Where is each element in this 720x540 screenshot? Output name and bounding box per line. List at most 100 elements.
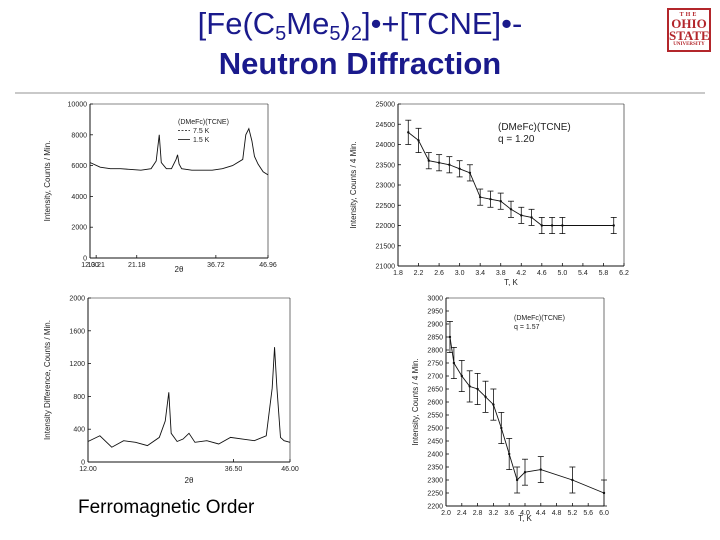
x-tick-label: 21.18	[128, 262, 146, 269]
y-tick-label: 2250	[427, 491, 443, 498]
x-tick-label: 5.6	[583, 510, 593, 517]
title-line-2: Neutron Diffraction	[218, 46, 502, 81]
y-tick-label: 21500	[376, 243, 396, 250]
title-part-1: [Fe(C	[197, 6, 276, 41]
x-tick-label: 4.8	[552, 510, 562, 517]
x-tick-label: 3.0	[455, 270, 465, 277]
data-point	[509, 208, 513, 211]
y-tick-label: 24500	[376, 122, 396, 129]
y-tick-label: 2000	[69, 296, 85, 303]
data-point	[437, 161, 441, 164]
legend-title: (DMeFc)(TCNE)	[514, 315, 565, 322]
x-tick-label: 4.6	[537, 270, 547, 277]
caption-text: Ferromagnetic Order	[78, 497, 255, 518]
x-tick-label: 36.72	[207, 262, 225, 269]
y-tick-label: 2000	[71, 225, 87, 232]
x-tick-label: 3.6	[504, 510, 514, 517]
data-point	[484, 395, 487, 398]
y-tick-label: 22000	[376, 223, 396, 230]
data-point	[417, 139, 420, 142]
y-tick-label: 6000	[71, 163, 87, 170]
x-tick-label: 5.4	[578, 270, 588, 277]
data-point	[468, 385, 471, 388]
data-point	[448, 163, 451, 166]
x-tick-label: 4.2	[516, 270, 526, 277]
x-tick-label: 3.8	[496, 270, 506, 277]
x-tick-label: 2.2	[414, 270, 424, 277]
data-point	[561, 224, 564, 227]
x-tick-label: 5.2	[568, 510, 578, 517]
y-tick-label: 2650	[427, 387, 443, 394]
y-axis-label: Intensity, Counts / 4 Min.	[411, 358, 420, 445]
series-line	[87, 347, 291, 448]
data-point	[476, 387, 479, 391]
y-tick-label: 2750	[427, 361, 443, 368]
data-point	[499, 200, 502, 203]
y-tick-label: 1200	[69, 361, 85, 368]
x-tick-label: 3.2	[489, 510, 499, 517]
data-point	[520, 214, 523, 217]
y-axis-label: Intensity Difference, Counts / Min.	[43, 320, 52, 440]
y-tick-label: 2200	[427, 504, 443, 511]
x-axis-label: T, K	[518, 514, 532, 523]
data-point	[407, 131, 410, 134]
title-sub-3: 2	[350, 23, 362, 45]
data-point	[468, 171, 472, 175]
x-axis-label: T, K	[504, 278, 518, 287]
y-tick-label: 21000	[376, 264, 396, 271]
x-axis-label: 2θ	[185, 476, 194, 485]
data-point	[539, 468, 542, 471]
title-sub-1: 5	[275, 23, 287, 45]
y-tick-label: 23500	[376, 162, 396, 169]
data-point	[460, 374, 463, 378]
data-point	[612, 224, 615, 227]
logo-line-4: UNIVERSITY	[673, 42, 705, 47]
x-tick-label: 4.4	[536, 510, 546, 517]
x-tick-label: 13.21	[87, 262, 105, 269]
x-tick-label: 6.0	[599, 510, 609, 517]
y-tick-label: 2950	[427, 309, 443, 316]
title-part-4: ]•+[TCNE]•-	[361, 6, 523, 41]
series-line	[449, 336, 605, 494]
logo-line-3: STATE	[669, 28, 710, 43]
page-title: [Fe(C5Me5)2]•+[TCNE]•- Neutron Diffracti…	[0, 4, 720, 84]
data-point	[523, 471, 527, 474]
y-tick-label: 2300	[427, 478, 443, 485]
university-logo: THE OHIO STATE UNIVERSITY	[667, 8, 711, 52]
y-tick-label: 0	[83, 256, 87, 263]
x-tick-label: 12.00	[81, 262, 99, 269]
x-tick-label: 4.0	[520, 510, 530, 517]
legend-title: (DMeFc)(TCNE)	[498, 122, 571, 133]
y-tick-label: 3000	[427, 296, 443, 303]
x-tick-label: 3.4	[475, 270, 485, 277]
title-sub-2: 5	[329, 23, 341, 45]
x-tick-label: 2.0	[441, 510, 451, 517]
x-tick-label: 46.00	[281, 466, 299, 473]
x-tick-label: 2.8	[473, 510, 483, 517]
data-point	[515, 478, 519, 482]
y-tick-label: 24000	[376, 142, 396, 149]
data-point	[492, 403, 495, 406]
y-tick-label: 2500	[427, 426, 443, 433]
title-part-3: )	[340, 6, 351, 41]
legend-entry: q = 1.20	[498, 134, 535, 145]
y-tick-label: 800	[73, 394, 85, 401]
title-part-2: Me	[286, 6, 330, 41]
x-tick-label: 2.6	[434, 270, 444, 277]
x-tick-label: 5.0	[557, 270, 567, 277]
x-tick-label: 46.96	[259, 262, 277, 269]
y-tick-label: 2900	[427, 322, 443, 329]
y-tick-label: 10000	[68, 102, 88, 109]
x-tick-label: 6.2	[619, 270, 629, 277]
legend-entry: 1.5 K	[193, 137, 210, 144]
y-tick-label: 2800	[427, 348, 443, 355]
x-tick-label: 5.8	[599, 270, 609, 277]
data-point	[452, 361, 456, 365]
y-tick-label: 2450	[427, 439, 443, 446]
y-tick-label: 23000	[376, 183, 396, 190]
x-axis-label: 2θ	[175, 265, 184, 274]
y-tick-label: 4000	[71, 194, 87, 201]
